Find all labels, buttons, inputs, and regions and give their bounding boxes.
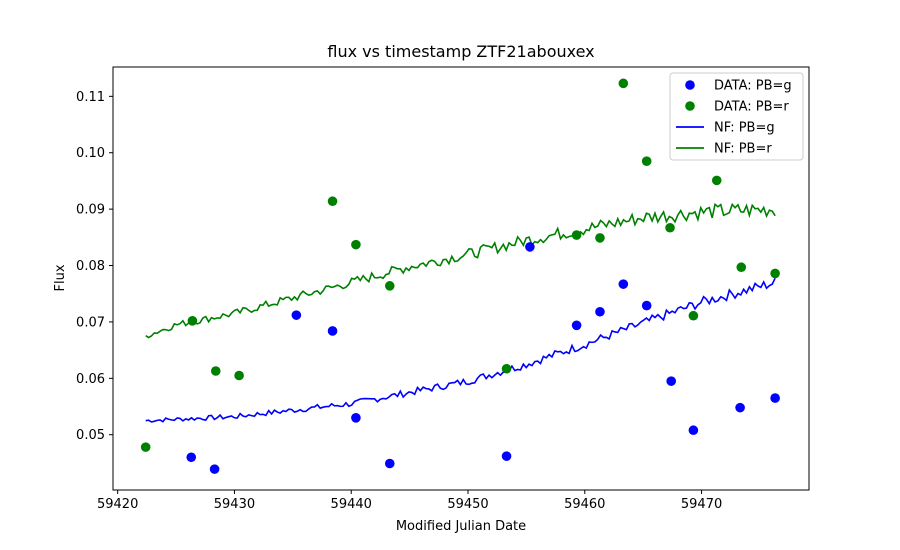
- y-axis-label: Flux: [53, 264, 68, 291]
- x-axis-label: Modified Julian Date: [396, 519, 526, 534]
- data-point-1: [234, 370, 244, 381]
- data-point-0: [525, 242, 535, 252]
- series-line-2: [145, 277, 776, 423]
- x-axis: 59420 59430 59440 59450 59460 59470: [97, 490, 722, 512]
- x-tick-label: 59440: [331, 497, 372, 512]
- y-tick-label: 0.07: [76, 315, 105, 330]
- data-point-1: [140, 442, 151, 452]
- data-point-0: [641, 300, 652, 311]
- data-point-0: [327, 326, 338, 336]
- data-point-1: [688, 310, 699, 321]
- data-point-0: [291, 310, 302, 320]
- chart-title: flux vs timestamp ZTF21abouxex: [327, 42, 594, 61]
- y-tick-label: 0.05: [76, 428, 105, 443]
- y-tick-label: 0.08: [76, 259, 105, 274]
- x-tick-label: 59430: [214, 497, 255, 512]
- y-tick-label: 0.06: [76, 372, 105, 387]
- series-line-3: [145, 202, 776, 339]
- data-point-1: [595, 233, 605, 243]
- legend-label: DATA: PB=g: [714, 79, 792, 94]
- data-point-1: [711, 175, 722, 186]
- data-point-0: [501, 451, 512, 461]
- y-tick-label: 0.09: [76, 203, 105, 218]
- data-point-0: [571, 320, 582, 331]
- plot-area: [140, 78, 780, 474]
- x-tick-label: 59470: [681, 497, 722, 512]
- data-point-1: [351, 239, 361, 250]
- x-tick-label: 59420: [97, 497, 138, 512]
- data-point-0: [735, 402, 745, 413]
- x-tick-label: 59450: [447, 497, 488, 512]
- data-point-0: [351, 413, 361, 423]
- data-point-0: [209, 464, 220, 474]
- data-point-0: [595, 306, 605, 317]
- data-point-1: [501, 363, 512, 374]
- x-tick-label: 59460: [564, 497, 605, 512]
- legend: DATA: PB=g DATA: PB=r NF: PB=g NF: PB=r: [669, 72, 804, 161]
- data-point-0: [666, 376, 677, 386]
- legend-marker: [685, 101, 695, 111]
- y-tick-label: 0.11: [76, 90, 105, 105]
- data-point-0: [688, 425, 699, 436]
- legend-label: NF: PB=r: [714, 142, 772, 157]
- data-point-1: [571, 230, 582, 240]
- data-point-0: [186, 452, 197, 463]
- data-point-0: [618, 279, 629, 289]
- data-point-1: [770, 268, 780, 279]
- legend-label: NF: PB=g: [714, 121, 775, 136]
- data-point-1: [210, 366, 221, 376]
- data-point-1: [641, 156, 652, 166]
- data-point-1: [618, 78, 629, 89]
- data-point-0: [770, 393, 780, 403]
- legend-box: [669, 72, 804, 161]
- data-point-1: [665, 222, 675, 233]
- legend-marker: [685, 80, 695, 90]
- y-axis: 0.05 0.06 0.07 0.08 0.09 0.10 0.11: [76, 90, 113, 443]
- data-point-0: [384, 458, 395, 469]
- data-point-1: [327, 196, 338, 207]
- data-point-1: [187, 316, 198, 326]
- y-tick-label: 0.10: [76, 146, 105, 161]
- legend-label: DATA: PB=r: [714, 100, 789, 115]
- data-point-1: [736, 262, 747, 273]
- data-point-1: [384, 281, 395, 291]
- plot-frame: [112, 66, 810, 491]
